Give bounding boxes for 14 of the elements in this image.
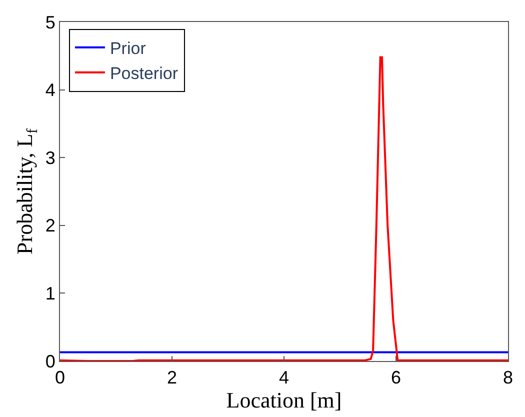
x-tick-label: 2 <box>166 368 178 388</box>
y-tick-label: 1 <box>45 284 56 304</box>
y-tick-label: 2 <box>45 216 56 236</box>
x-tick-label: 8 <box>502 368 514 388</box>
line-series <box>60 56 508 361</box>
x-tick-label: 4 <box>278 368 290 388</box>
y-tick-label: 3 <box>45 148 56 168</box>
x-tick-label: 6 <box>390 368 402 388</box>
y-tick-label: 0 <box>45 351 56 372</box>
y-tick-label: 4 <box>45 80 56 100</box>
x-axis-title: Location [m] <box>226 388 342 413</box>
y-tick-label: 5 <box>45 12 56 32</box>
legend-label: Prior <box>110 38 146 58</box>
legend-label: Posterior <box>110 64 178 84</box>
